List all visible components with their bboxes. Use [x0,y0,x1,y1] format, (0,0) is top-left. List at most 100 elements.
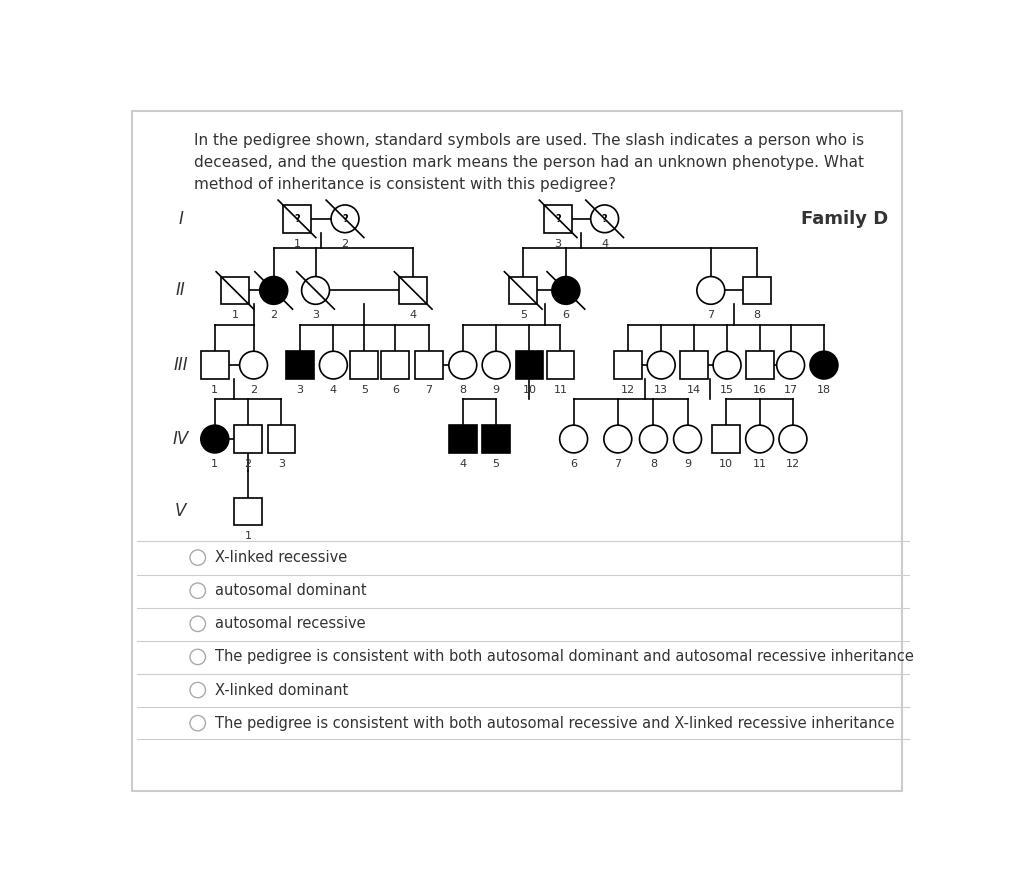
Text: 9: 9 [684,459,691,469]
Text: 1: 1 [245,531,252,541]
Circle shape [319,351,347,379]
Text: IV: IV [173,430,188,448]
Text: ?: ? [294,213,300,224]
Bar [286,351,314,379]
Circle shape [190,550,206,565]
Text: 8: 8 [754,311,761,321]
Circle shape [810,351,838,379]
Text: 5: 5 [360,385,368,395]
Text: 4: 4 [601,238,608,249]
Bar [415,351,442,379]
Text: 8: 8 [650,459,657,469]
Text: 12: 12 [621,385,635,395]
Text: 17: 17 [783,385,798,395]
Bar [283,205,311,233]
Bar [267,425,295,453]
Text: 2: 2 [270,311,278,321]
Text: ?: ? [342,213,348,224]
Bar [745,351,773,379]
Bar [743,277,771,305]
Circle shape [552,277,580,305]
Text: Family D: Family D [801,210,889,228]
Circle shape [560,425,588,453]
Bar [482,425,510,453]
Text: ?: ? [602,213,607,224]
Bar [544,205,572,233]
Text: The pedigree is consistent with both autosomal dominant and autosomal recessive : The pedigree is consistent with both aut… [215,649,913,664]
Text: 2: 2 [250,385,257,395]
Circle shape [449,351,477,379]
Circle shape [302,277,330,305]
Circle shape [647,351,675,379]
Bar [449,425,477,453]
Text: X-linked dominant: X-linked dominant [215,682,348,697]
Text: 6: 6 [392,385,399,395]
Text: 1: 1 [211,385,218,395]
Bar [221,277,249,305]
Bar [234,497,262,525]
Text: In the pedigree shown, standard symbols are used. The slash indicates a person w: In the pedigree shown, standard symbols … [194,132,864,192]
Bar [201,351,228,379]
Circle shape [190,616,206,631]
Text: 11: 11 [553,385,567,395]
Bar [381,351,410,379]
Circle shape [201,425,228,453]
Text: 10: 10 [522,385,537,395]
Text: 3: 3 [278,459,285,469]
Text: X-linked recessive: X-linked recessive [215,550,347,565]
Text: 8: 8 [459,385,466,395]
Circle shape [190,583,206,598]
Circle shape [674,425,701,453]
Text: 13: 13 [654,385,669,395]
Text: 3: 3 [555,238,561,249]
Circle shape [776,351,805,379]
Text: 5: 5 [493,459,500,469]
Bar [515,351,544,379]
Text: 3: 3 [297,385,303,395]
Text: 15: 15 [720,385,734,395]
Text: 2: 2 [341,238,348,249]
FancyBboxPatch shape [132,111,902,791]
Circle shape [745,425,773,453]
Circle shape [640,425,668,453]
Text: 9: 9 [493,385,500,395]
Bar [399,277,427,305]
Text: ?: ? [555,213,561,224]
Text: V: V [175,503,186,521]
Circle shape [190,649,206,664]
Text: 12: 12 [785,459,800,469]
Text: 7: 7 [708,311,715,321]
Text: 1: 1 [294,238,300,249]
Circle shape [240,351,267,379]
Circle shape [604,425,632,453]
Text: 11: 11 [753,459,767,469]
Circle shape [190,682,206,697]
Text: autosomal dominant: autosomal dominant [215,583,367,598]
Text: II: II [176,281,185,299]
Circle shape [697,277,725,305]
Circle shape [591,205,618,233]
Text: 1: 1 [211,459,218,469]
Text: 3: 3 [312,311,319,321]
Text: III: III [173,356,188,374]
Bar [547,351,574,379]
Circle shape [779,425,807,453]
Circle shape [482,351,510,379]
Text: I: I [178,210,183,228]
Bar [680,351,708,379]
Text: 5: 5 [520,311,526,321]
Text: 18: 18 [817,385,831,395]
Text: 14: 14 [687,385,700,395]
Circle shape [260,277,288,305]
Text: 7: 7 [614,459,622,469]
Bar [713,425,740,453]
Circle shape [331,205,359,233]
Text: 7: 7 [425,385,432,395]
Circle shape [713,351,741,379]
Circle shape [190,715,206,730]
Text: 10: 10 [719,459,733,469]
Bar [614,351,642,379]
Bar [234,425,262,453]
Text: autosomal recessive: autosomal recessive [215,616,366,631]
Bar [509,277,538,305]
